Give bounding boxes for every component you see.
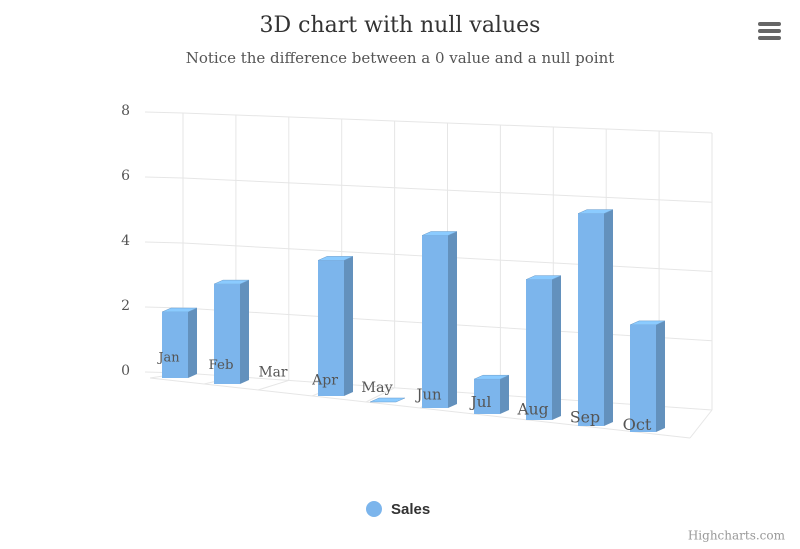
floor-edge	[149, 377, 691, 439]
bar-side	[240, 280, 249, 384]
bar	[369, 397, 406, 403]
bar-side	[344, 256, 353, 396]
grid-line	[144, 111, 184, 114]
y-tick-label: 0	[121, 363, 130, 379]
bar-front	[318, 260, 344, 396]
bar	[421, 231, 458, 408]
floor-line	[365, 387, 395, 403]
bar	[317, 256, 354, 396]
grid-line	[144, 241, 184, 244]
x-tick-label: Jul	[469, 393, 492, 411]
x-tick-label: Mar	[259, 365, 288, 381]
bar	[161, 307, 198, 378]
x-tick-label: Feb	[209, 358, 234, 373]
legend-item[interactable]: Sales	[366, 501, 430, 518]
bar-side	[188, 308, 197, 378]
bar	[525, 275, 562, 420]
x-tick-label: Jan	[156, 351, 180, 366]
bar-side	[604, 209, 613, 426]
x-tick-label: Oct	[623, 415, 652, 434]
credits: Highcharts.com	[688, 529, 786, 543]
y-tick-label: 2	[121, 298, 130, 314]
bar	[213, 279, 250, 384]
bar-top	[369, 397, 406, 403]
bar-side	[500, 375, 509, 414]
bar-side	[656, 320, 665, 432]
grid-line	[144, 176, 184, 179]
bar	[629, 320, 666, 432]
menu-bar	[758, 22, 781, 26]
y-tick-label: 6	[121, 168, 130, 184]
legend-symbol	[366, 501, 382, 517]
bar-side	[552, 275, 561, 420]
x-tick-label: Aug	[517, 401, 549, 419]
bar	[473, 374, 510, 414]
bar-front	[630, 324, 656, 432]
y-tick-label: 4	[121, 233, 130, 249]
legend-label: Sales	[391, 501, 430, 518]
bar	[577, 209, 614, 426]
bar-front	[214, 284, 240, 384]
bar-front	[526, 279, 552, 420]
bar-front	[474, 379, 500, 414]
chart-subtitle: Notice the difference between a 0 value …	[186, 49, 615, 67]
bar-side	[448, 231, 457, 408]
x-tick-label: May	[361, 380, 393, 396]
x-tick-label: Jun	[415, 387, 442, 404]
bar-front	[422, 235, 448, 408]
y-tick-label: 8	[121, 103, 130, 119]
floor-line	[689, 409, 713, 439]
bar-front	[578, 213, 604, 426]
bar-front	[162, 312, 188, 378]
x-tick-label: Sep	[570, 408, 600, 427]
chart-title: 3D chart with null values	[260, 13, 541, 38]
menu-button[interactable]	[758, 22, 781, 40]
menu-bar	[758, 29, 781, 33]
floor-line	[257, 379, 289, 391]
menu-bar	[758, 36, 781, 40]
x-tick-label: Apr	[311, 373, 338, 389]
